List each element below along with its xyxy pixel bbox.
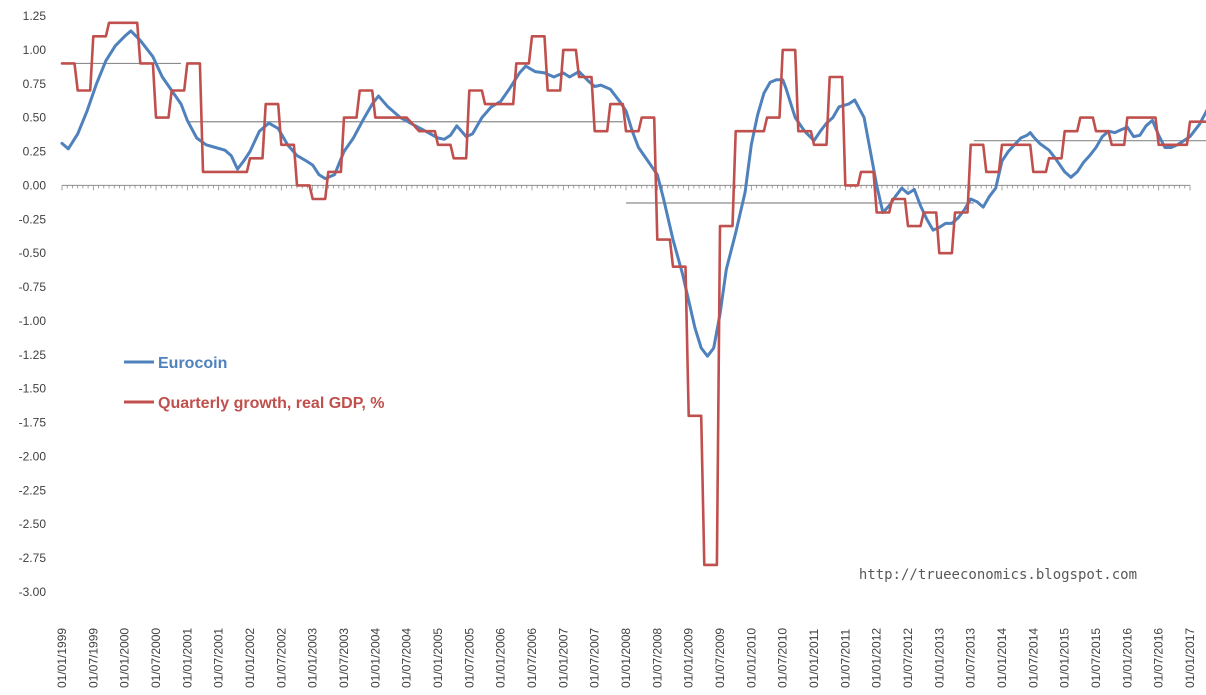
x-tick-label: 01/07/2009 <box>713 628 727 688</box>
x-tick-label: 01/01/2015 <box>1058 628 1072 688</box>
x-axis: 01/01/1999 01/07/1999 01/01/2000 01/07/2000… <box>55 184 1197 688</box>
x-tick-label: 01/07/2010 <box>776 628 790 688</box>
x-tick-label: 01/01/2007 <box>556 628 570 688</box>
x-tick-label: 01/07/2013 <box>964 628 978 688</box>
y-tick-label: -2.75 <box>19 551 47 565</box>
x-tick-label: 01/01/2014 <box>995 628 1009 688</box>
legend-label-gdp-growth: Quarterly growth, real GDP, % <box>158 395 384 412</box>
x-tick-label: 01/07/2001 <box>212 628 226 688</box>
y-tick-label: -2.25 <box>19 483 47 497</box>
watermark-text: http://trueeconomics.blogspot.com <box>859 567 1137 583</box>
x-tick-label: 01/07/2005 <box>462 628 476 688</box>
legend-label-eurocoin: Eurocoin <box>158 355 227 372</box>
y-tick-label: -2.50 <box>19 517 47 531</box>
x-tick-label: 01/01/2008 <box>619 628 633 688</box>
y-tick-label: 0.50 <box>23 111 47 125</box>
series-group <box>60 21 1206 567</box>
y-tick-label: 0.75 <box>23 77 47 91</box>
x-tick-label: 01/07/2004 <box>400 628 414 688</box>
x-tick-label: 01/01/2009 <box>682 628 696 688</box>
x-tick-label: 01/01/2001 <box>180 628 194 688</box>
y-tick-label: 0.00 <box>23 178 47 192</box>
x-tick-label: 01/07/2014 <box>1026 628 1040 688</box>
x-tick-label: 01/01/2016 <box>1120 628 1134 688</box>
y-tick-label: -0.75 <box>19 280 47 294</box>
x-tick-label: 01/01/2004 <box>368 628 382 688</box>
x-tick-label: 01/01/2000 <box>118 628 132 688</box>
x-tick-label: 01/07/2000 <box>149 628 163 688</box>
y-tick-label: -0.25 <box>19 212 47 226</box>
series-line-eurocoin <box>60 29 1206 358</box>
y-tick-label: 1.00 <box>23 43 47 57</box>
x-tick-label: 01/01/2005 <box>431 628 445 688</box>
x-tick-label: 01/01/1999 <box>55 628 69 688</box>
x-tick-label: 01/01/2017 <box>1183 628 1197 688</box>
y-axis-ticks: 1.25 1.00 0.75 0.50 0.25 0.00 -0.25 -0.50 -0.75 -… <box>19 9 47 599</box>
x-tick-label: 01/07/2012 <box>901 628 915 688</box>
y-tick-label: -1.25 <box>19 348 47 362</box>
series-line-gdp-growth <box>60 21 1206 567</box>
x-tick-label: 01/07/2011 <box>838 629 852 688</box>
y-tick-label: -3.00 <box>19 585 47 599</box>
x-tick-label: 01/07/2002 <box>274 628 288 688</box>
legend: Eurocoin Quarterly growth, real GDP, % <box>124 355 384 412</box>
y-tick-label: 0.25 <box>23 145 47 159</box>
y-tick-label: -1.75 <box>19 416 47 430</box>
y-tick-label: -0.50 <box>19 246 47 260</box>
x-tick-label: 01/01/2011 <box>807 629 821 688</box>
y-tick-label: -1.00 <box>19 314 47 328</box>
x-tick-label: 01/01/2002 <box>243 628 257 688</box>
x-tick-label: 01/07/2016 <box>1152 628 1166 688</box>
x-tick-label: 01/07/2003 <box>337 628 351 688</box>
x-tick-label: 01/07/2015 <box>1089 628 1103 688</box>
x-tick-label: 01/07/2007 <box>588 628 602 688</box>
x-tick-label: 01/01/2012 <box>870 628 884 688</box>
y-tick-label: 1.25 <box>23 9 47 23</box>
y-tick-label: -1.50 <box>19 382 47 396</box>
x-tick-label: 01/01/2010 <box>744 628 758 688</box>
y-tick-label: -2.00 <box>19 449 47 463</box>
x-tick-label: 01/07/2006 <box>525 628 539 688</box>
x-tick-label: 01/07/1999 <box>86 628 100 688</box>
x-tick-label: 01/01/2003 <box>306 628 320 688</box>
x-tick-label: 01/01/2006 <box>494 628 508 688</box>
x-tick-label: 01/07/2008 <box>650 628 664 688</box>
x-tick-label: 01/01/2013 <box>932 628 946 688</box>
